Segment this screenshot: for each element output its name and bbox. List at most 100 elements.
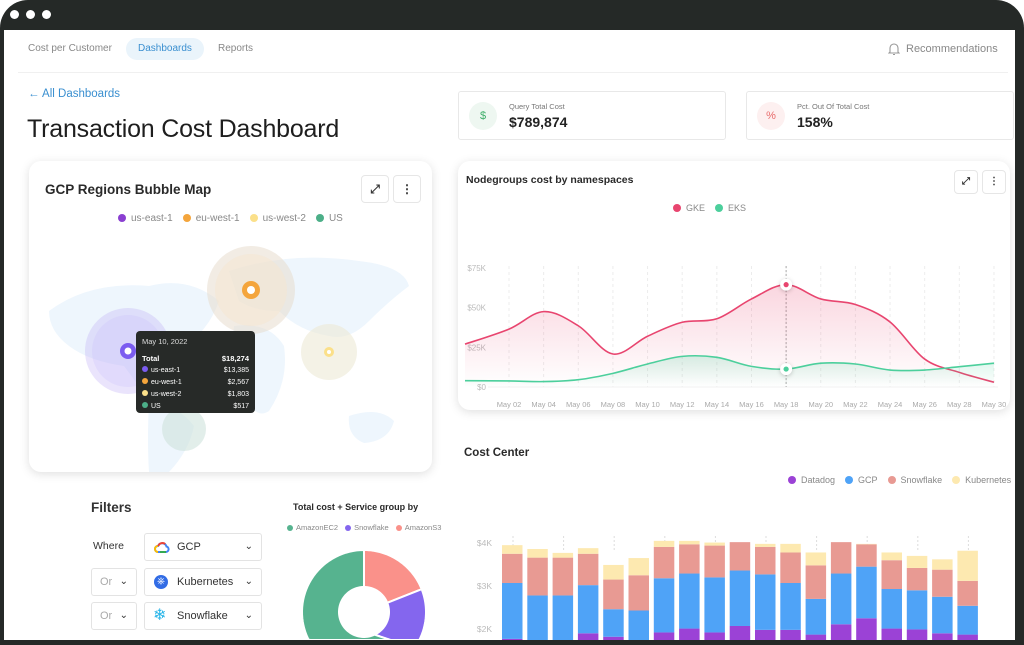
filter-select-snowflake[interactable]: ❄ Snowflake ⌄ — [144, 602, 262, 630]
bar-segment-kubernetes — [653, 540, 675, 547]
window-frame — [0, 640, 1024, 645]
chevron-down-icon: ⌄ — [119, 576, 128, 587]
app-content: Cost per Customer Dashboards Reports Rec… — [4, 30, 1015, 640]
bar-segment-snowflake — [830, 542, 852, 574]
bar-segment-kubernetes — [805, 552, 827, 566]
x-tick-label: May 10 — [635, 400, 660, 409]
expand-icon: ⤢ — [962, 176, 970, 187]
expand-button[interactable]: ⤢ — [361, 175, 389, 203]
bar-segment-kubernetes — [704, 542, 725, 546]
bar-segment-kubernetes — [679, 540, 700, 545]
legend-item: us-east-1 — [118, 213, 173, 224]
bar-segment-snowflake — [755, 546, 776, 575]
x-tick-label: May 24 — [878, 400, 903, 409]
bar-segment-snowflake — [577, 553, 599, 586]
bar-segment-datadog — [729, 625, 751, 640]
bar-segment-snowflake — [552, 557, 574, 596]
cost-center-title: Cost Center — [464, 447, 530, 459]
bar-segment-gcp — [704, 577, 725, 633]
bubble-map-title: GCP Regions Bubble Map — [45, 182, 212, 197]
expand-button[interactable]: ⤢ — [954, 170, 978, 194]
more-options-button[interactable]: ⋮ — [393, 175, 421, 203]
bar-segment-gcp — [577, 585, 599, 634]
bar-segment-gcp — [653, 578, 675, 633]
bar-segment-datadog — [957, 634, 978, 640]
bar-segment-datadog — [502, 638, 523, 640]
nodegroups-chart-card: Nodegroups cost by namespaces ⤢ ⋮ GKE EK… — [458, 161, 1010, 410]
operator-value: Or — [100, 610, 113, 622]
legend-item: AmazonEC2 — [287, 523, 338, 532]
pie-slice-snowflake — [371, 587, 428, 640]
bubble-map-card: GCP Regions Bubble Map ⤢ ⋮ us-east-1 eu-… — [29, 161, 432, 472]
window-dot-icon — [10, 10, 19, 19]
nav-divider — [18, 72, 1008, 73]
line-chart: May 02 May 04 May 06 May 08 May 10 May 12 May … — [464, 264, 1006, 409]
more-options-button[interactable]: ⋮ — [982, 170, 1006, 194]
tooltip-total-row: Total $18,274 — [142, 353, 249, 363]
kpi-pct-total-cost: % Pct. Out Of Total Cost 158% — [746, 91, 1014, 140]
bar-segment-kubernetes — [603, 564, 624, 580]
nav-reports[interactable]: Reports — [218, 43, 254, 54]
x-tick-label: May 20 — [808, 400, 833, 409]
bar-segment-datadog — [830, 624, 852, 640]
x-tick-label: May 16 — [739, 400, 764, 409]
x-tick-label: May 04 — [531, 400, 556, 409]
filter-select-kubernetes[interactable]: ⎈ Kubernetes ⌄ — [144, 568, 262, 596]
gcp-cloud-icon — [154, 542, 170, 553]
bubble-us-west-2[interactable] — [301, 324, 357, 380]
bar-segment-snowflake — [881, 560, 902, 590]
bar-segment-snowflake — [805, 565, 827, 599]
bubble-us[interactable] — [162, 407, 206, 451]
legend-item-gke: GKE — [673, 203, 705, 213]
kpi-label: Query Total Cost — [509, 102, 565, 111]
bar-segment-snowflake — [957, 580, 978, 606]
bar-segment-gcp — [780, 582, 801, 630]
bar-segment-kubernetes — [502, 545, 523, 554]
dollar-icon: $ — [469, 102, 497, 130]
bar-segment-gcp — [805, 598, 827, 635]
bar-segment-datadog — [653, 632, 675, 640]
nav-cost-per-customer[interactable]: Cost per Customer — [28, 43, 112, 54]
bar-segment-datadog — [755, 629, 776, 640]
line-chart-legend: GKE EKS — [673, 203, 746, 213]
bar-segment-snowflake — [502, 553, 523, 583]
bar-segment-kubernetes — [527, 549, 548, 558]
line-chart-title: Nodegroups cost by namespaces — [466, 174, 634, 186]
bar-segment-kubernetes — [755, 543, 776, 547]
bar-segment-gcp — [552, 595, 574, 640]
legend-item: GCP — [845, 475, 878, 485]
tooltip-date: May 10, 2022 — [142, 337, 188, 346]
x-tick-label: May 22 — [843, 400, 868, 409]
tooltip-row: us-east-1 $13,385 — [142, 364, 249, 376]
x-tick-label: May 06 — [566, 400, 591, 409]
bar-segment-kubernetes — [881, 552, 902, 561]
filter-value: GCP — [177, 541, 201, 553]
bar-segment-gcp — [527, 595, 548, 640]
filter-operator-select[interactable]: Or ⌄ — [91, 602, 137, 630]
chevron-down-icon: ⌄ — [244, 541, 253, 552]
filter-select-gcp[interactable]: GCP ⌄ — [144, 533, 262, 561]
bar-segment-snowflake — [527, 557, 548, 596]
operator-value: Or — [100, 576, 113, 588]
bar-segment-kubernetes — [932, 559, 953, 570]
all-dashboards-link[interactable]: ← All Dashboards — [28, 88, 121, 100]
bar-segment-datadog — [577, 633, 599, 640]
bar-segment-gcp — [830, 573, 852, 625]
pie-chart — [301, 548, 428, 640]
nav-dashboards[interactable]: Dashboards — [126, 38, 204, 60]
chevron-down-icon: ⌄ — [244, 576, 253, 587]
recommendations-button[interactable]: Recommendations — [888, 42, 998, 56]
bar-segment-snowflake — [653, 546, 675, 579]
bar-segment-gcp — [729, 570, 751, 626]
filter-value: Snowflake — [177, 610, 228, 622]
window-frame — [1015, 30, 1024, 645]
bubble-eu-west-1[interactable] — [207, 246, 295, 334]
bar-segment-snowflake — [628, 575, 649, 611]
filter-operator-select[interactable]: Or ⌄ — [91, 568, 137, 596]
bar-segment-gcp — [628, 610, 649, 640]
tooltip-row: us-west-2 $1,803 — [142, 388, 249, 400]
x-tick-label: May 18 — [774, 400, 799, 409]
bar-segment-datadog — [906, 629, 928, 640]
bar-segment-datadog — [881, 628, 902, 640]
kubernetes-wheel-icon: ⎈ — [154, 575, 168, 589]
